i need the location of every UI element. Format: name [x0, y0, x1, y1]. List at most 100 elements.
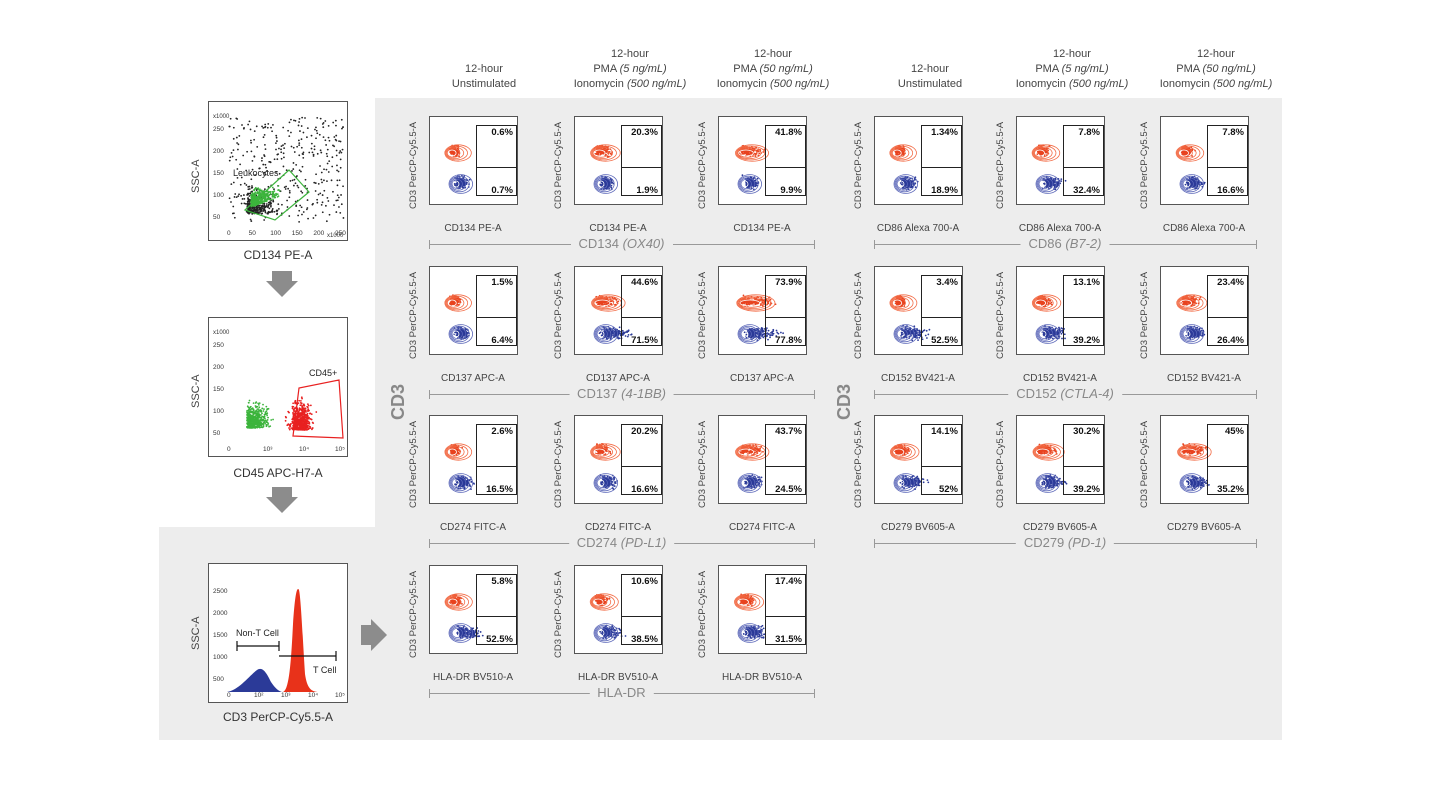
upper-gate-percentage: 1.34%	[931, 127, 958, 138]
marker-name: CD137	[577, 386, 618, 401]
lower-right-gate	[765, 317, 806, 346]
column-header-dose: (50 ng/mL)	[1202, 63, 1256, 75]
cd3-positive-contour	[446, 146, 465, 159]
flow-scatter	[1031, 294, 1066, 344]
cd3-positive-event	[898, 303, 901, 306]
cd3-negative-event	[918, 334, 920, 337]
cd3-negative-event	[1194, 177, 1196, 180]
cd3-negative-event	[762, 336, 765, 339]
plot-y-axis-label: CD3 PerCP-Cy5.5-A	[995, 121, 1006, 209]
cd3-negative-event	[767, 329, 770, 332]
cd3-positive-event	[601, 304, 604, 306]
flow-scatter	[1176, 294, 1208, 344]
marker-alias: (OX40)	[622, 236, 665, 251]
cd3-negative-event	[609, 328, 612, 331]
plot-y-axis-label: CD3 PerCP-Cy5.5-A	[853, 121, 864, 209]
cd3-positive-event	[450, 303, 452, 306]
cd3-negative-contour	[1038, 179, 1050, 190]
cd3-positive-event	[1190, 304, 1193, 307]
flow-plot-cd86-1: 1.34% 18.9%	[874, 116, 963, 205]
cd3-negative-contour	[894, 175, 915, 193]
column-header-line2: PMA (5 ng/mL)	[1002, 62, 1142, 77]
cd3-positive-event	[899, 151, 901, 154]
cd3-negative-event	[460, 183, 462, 186]
cd3-positive-event	[752, 301, 755, 304]
column-header-agent: PMA	[593, 63, 617, 75]
cd3-negative-event	[453, 182, 456, 185]
lower-gate-percentage: 71.5%	[631, 335, 658, 346]
cd3-negative-event	[917, 339, 919, 342]
cd3-positive-event	[903, 301, 906, 304]
flow-scatter	[444, 144, 474, 194]
cd3-positive-contour	[1177, 296, 1200, 309]
cd3-negative-event	[617, 332, 620, 335]
cd3-positive-event	[453, 152, 456, 155]
cd3-positive-contour	[447, 448, 457, 456]
lower-right-gate	[921, 317, 962, 346]
cd3-positive-event	[741, 152, 744, 155]
cd3-negative-event	[899, 182, 902, 184]
marker-alias: (B7-2)	[1065, 236, 1102, 251]
cd3-negative-contour	[897, 330, 905, 338]
cd3-negative-event	[1053, 182, 1055, 184]
plot-x-axis-label: CD86 Alexa 700-A	[876, 223, 960, 234]
cd3-positive-contour	[446, 298, 461, 308]
column-header-line2: Unstimulated	[414, 77, 554, 92]
cd3-positive-contour	[889, 144, 917, 162]
flow-plot-cd134-2: 20.3% 1.9%	[574, 116, 663, 205]
cd3-positive-event	[603, 301, 606, 303]
cd3-negative-event	[623, 332, 626, 334]
cd3-negative-event	[1053, 183, 1055, 186]
cd3-positive-contour	[735, 144, 769, 162]
cd3-positive-contour	[737, 296, 768, 309]
cd3-negative-event	[1049, 332, 1052, 335]
cd3-positive-contour	[1178, 148, 1193, 158]
cd3-negative-event	[927, 333, 930, 336]
cd3-negative-contour	[448, 174, 474, 194]
cd3-negative-contour	[451, 478, 463, 489]
cd3-negative-event	[755, 184, 758, 187]
cd3-positive-contour	[444, 443, 473, 461]
plot-y-axis-label: CD3 PerCP-Cy5.5-A	[995, 271, 1006, 359]
cd3-negative-event	[925, 329, 928, 332]
flow-plot-cd137-1: 1.5% 6.4%	[429, 266, 518, 355]
upper-gate-percentage: 3.4%	[936, 277, 958, 288]
column-header-line2: PMA (50 ng/mL)	[1146, 62, 1286, 77]
cd3-negative-event	[771, 334, 774, 337]
cd3-negative-contour	[593, 174, 619, 194]
plot-x-axis-label: CD134 PE-A	[589, 223, 647, 234]
cd3-positive-event	[1040, 152, 1043, 155]
cd3-positive-event	[903, 148, 906, 151]
cd3-positive-event	[902, 303, 905, 305]
cd3-negative-contour	[893, 324, 919, 344]
cd3-negative-event	[1047, 332, 1050, 335]
cd3-negative-event	[621, 329, 624, 332]
cd3-negative-event	[604, 181, 607, 184]
cd3-negative-event	[1049, 183, 1052, 185]
cd3-positive-contour	[444, 144, 472, 162]
cd3-negative-event	[605, 187, 608, 190]
cd3-negative-contour	[452, 330, 460, 338]
column-header-dose: (500 ng/mL)	[1068, 78, 1129, 90]
cd3-negative-contour	[1039, 180, 1047, 188]
cd3-positive-event	[456, 153, 459, 156]
cd3-negative-contour	[895, 177, 912, 191]
cd3-positive-event	[902, 153, 904, 156]
cd3-negative-contour	[594, 175, 615, 193]
plot-y-axis-label: CD3 PerCP-Cy5.5-A	[408, 121, 419, 209]
column-header-line3: Ionomycin (500 ng/mL)	[560, 77, 700, 92]
cd3-positive-contour	[1034, 148, 1049, 158]
cd3-negative-contour	[448, 324, 474, 344]
cd3-negative-event	[1201, 183, 1204, 186]
cd3-negative-event	[468, 178, 471, 181]
plot-y-axis-label: CD3 PerCP-Cy5.5-A	[1139, 271, 1150, 359]
cd3-positive-contour	[1035, 299, 1047, 307]
cd3-positive-event	[457, 151, 460, 154]
column-header-line1: 12-hour	[754, 48, 792, 60]
cd3-negative-contour	[450, 177, 467, 191]
cd3-positive-event	[752, 149, 755, 152]
upper-gate-percentage: 73.9%	[775, 277, 802, 288]
plot-x-axis-label: CD134 PE-A	[733, 223, 791, 234]
cd3-negative-event	[1060, 332, 1063, 335]
plot-y-axis-label: CD3 PerCP-Cy5.5-A	[553, 271, 564, 359]
